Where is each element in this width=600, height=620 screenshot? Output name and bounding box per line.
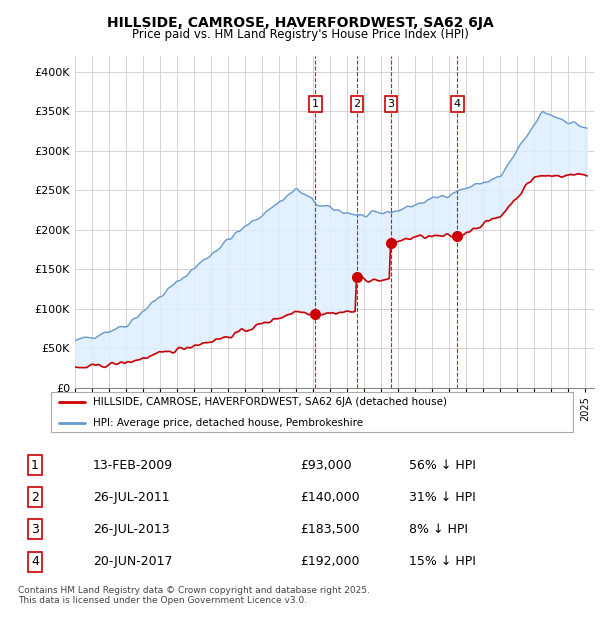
Text: 15% ↓ HPI: 15% ↓ HPI: [409, 555, 476, 568]
Text: HILLSIDE, CAMROSE, HAVERFORDWEST, SA62 6JA: HILLSIDE, CAMROSE, HAVERFORDWEST, SA62 6…: [107, 16, 493, 30]
Text: 3: 3: [31, 523, 39, 536]
Text: Contains HM Land Registry data © Crown copyright and database right 2025.
This d: Contains HM Land Registry data © Crown c…: [18, 586, 370, 605]
Text: £183,500: £183,500: [300, 523, 359, 536]
Text: 3: 3: [388, 99, 394, 109]
Text: 56% ↓ HPI: 56% ↓ HPI: [409, 459, 476, 472]
Text: 1: 1: [312, 99, 319, 109]
Text: HILLSIDE, CAMROSE, HAVERFORDWEST, SA62 6JA (detached house): HILLSIDE, CAMROSE, HAVERFORDWEST, SA62 6…: [93, 397, 447, 407]
Text: HPI: Average price, detached house, Pembrokeshire: HPI: Average price, detached house, Pemb…: [93, 418, 363, 428]
Text: 26-JUL-2011: 26-JUL-2011: [92, 491, 169, 504]
Text: 4: 4: [31, 555, 39, 568]
Text: 13-FEB-2009: 13-FEB-2009: [92, 459, 173, 472]
Text: 26-JUL-2013: 26-JUL-2013: [92, 523, 169, 536]
Text: £140,000: £140,000: [300, 491, 359, 504]
Text: 4: 4: [454, 99, 461, 109]
Text: 31% ↓ HPI: 31% ↓ HPI: [409, 491, 476, 504]
Text: £192,000: £192,000: [300, 555, 359, 568]
Text: 20-JUN-2017: 20-JUN-2017: [92, 555, 172, 568]
Text: 2: 2: [31, 491, 39, 504]
Text: 8% ↓ HPI: 8% ↓ HPI: [409, 523, 469, 536]
Text: 2: 2: [353, 99, 361, 109]
Text: Price paid vs. HM Land Registry's House Price Index (HPI): Price paid vs. HM Land Registry's House …: [131, 28, 469, 41]
Text: £93,000: £93,000: [300, 459, 352, 472]
FancyBboxPatch shape: [50, 392, 574, 432]
Text: 1: 1: [31, 459, 39, 472]
